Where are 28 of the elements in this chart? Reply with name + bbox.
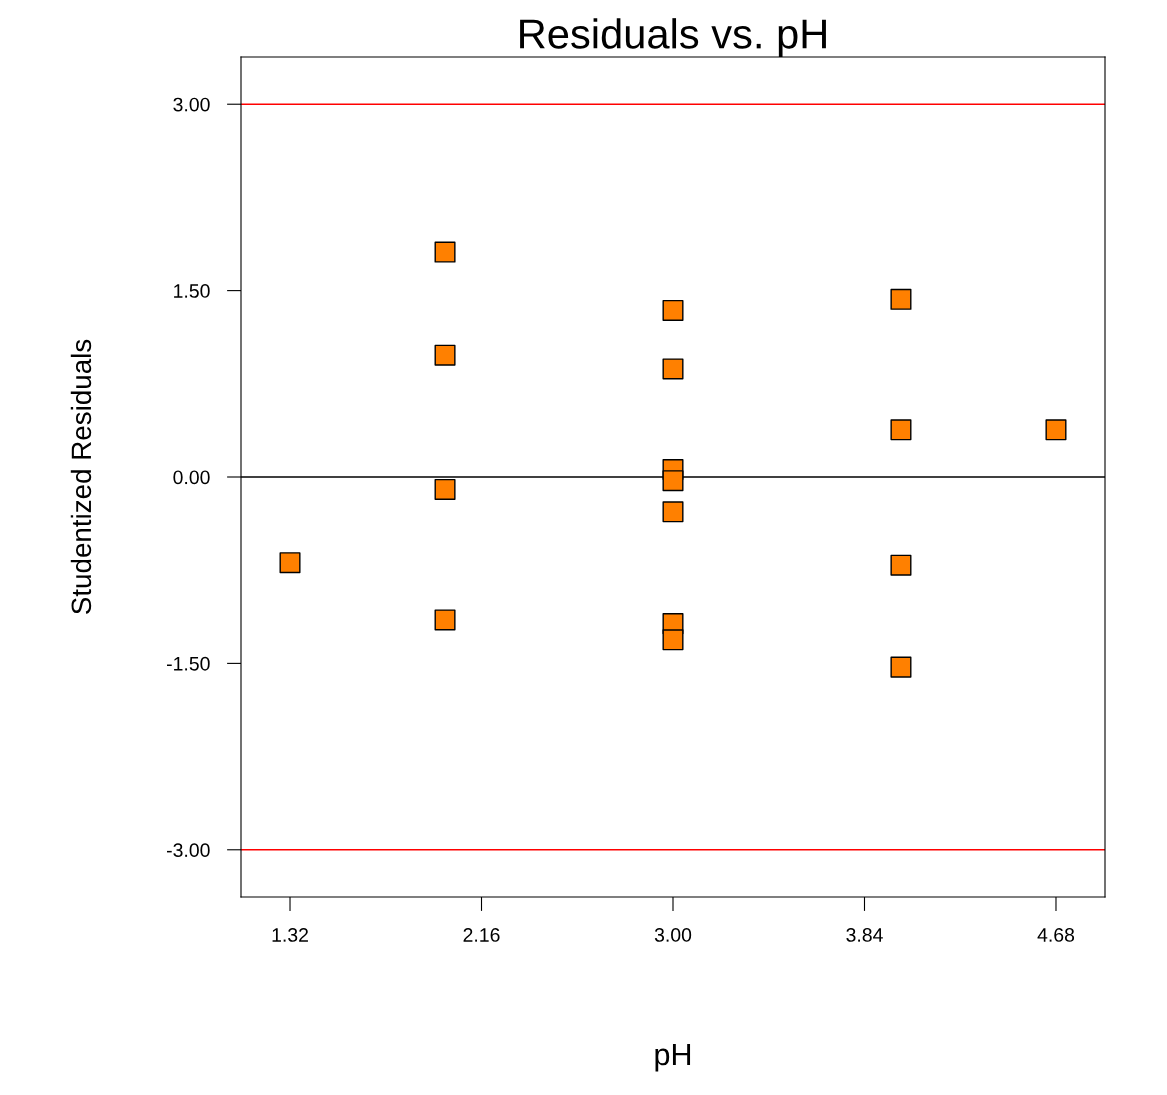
point	[434, 344, 456, 366]
point	[434, 609, 456, 631]
x-axis-title: pH	[655, 1044, 691, 1072]
point	[890, 656, 912, 678]
point	[890, 288, 912, 310]
y-tick-label: 1.50	[174, 284, 210, 298]
point	[662, 501, 684, 523]
x-tick-label: 2.16	[463, 928, 500, 942]
y-tick-label: 3.00	[173, 97, 210, 112]
x-tick-label: 1.32	[272, 928, 308, 942]
point	[434, 241, 456, 263]
point	[890, 554, 912, 576]
point	[662, 470, 684, 492]
x-tick-label: 4.68	[1037, 928, 1075, 942]
x-tick-label: 3.84	[846, 928, 883, 942]
x-tick-label: 3.00	[654, 928, 692, 942]
point	[434, 478, 456, 500]
y-tick-label: 0.00	[173, 470, 210, 485]
point	[890, 419, 912, 441]
y-axis-title: Studentized Residuals	[70, 339, 92, 614]
y-tick-label: -1.50	[166, 656, 210, 671]
point	[662, 629, 684, 651]
point	[1045, 419, 1067, 441]
y-tick-label: -3.00	[166, 843, 210, 858]
point	[279, 552, 301, 574]
point	[662, 358, 684, 380]
chart-title: Residuals vs. pH	[520, 18, 826, 57]
point	[662, 299, 684, 322]
